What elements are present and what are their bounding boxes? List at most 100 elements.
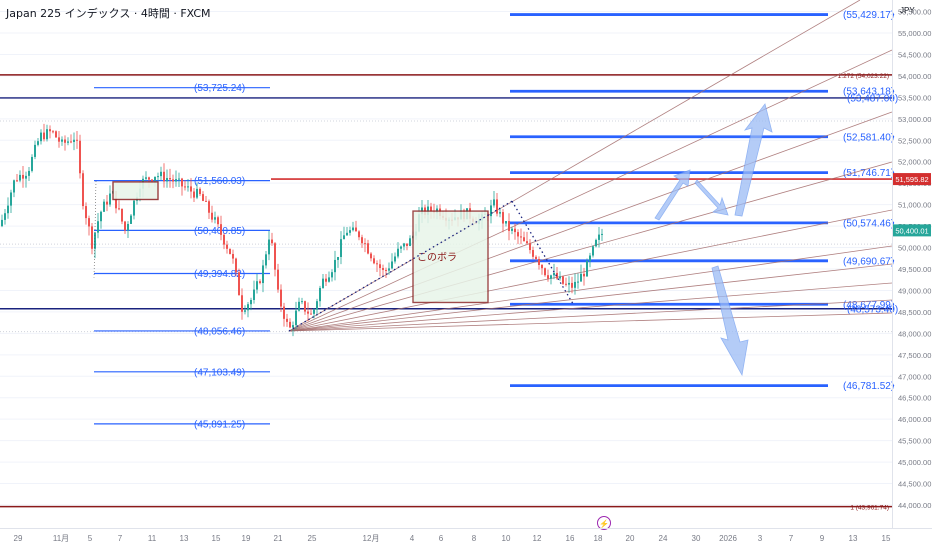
candle-body: [85, 206, 87, 219]
candle-body: [133, 200, 135, 216]
candle-body: [265, 254, 267, 266]
candle-body: [349, 230, 351, 233]
candle-body: [538, 258, 540, 265]
left-level-label: (48,056.46): [194, 326, 245, 337]
candle-body: [391, 261, 393, 269]
candle-body: [352, 227, 354, 231]
candle-body: [385, 269, 387, 271]
candle-body: [253, 289, 255, 300]
candle-body: [163, 171, 165, 182]
red-level-marker[interactable]: [893, 173, 931, 186]
candle-body: [559, 276, 561, 279]
x-tick-label: 12: [533, 534, 542, 543]
y-tick-label: 48,500.00: [898, 308, 931, 317]
candle-body: [43, 132, 45, 140]
candle-body: [382, 268, 384, 270]
candle-body: [394, 256, 396, 262]
candle-body: [577, 281, 579, 283]
fib-label: 1.272 (54,023.22): [838, 73, 889, 80]
candle-body: [331, 272, 333, 278]
candle-body: [154, 176, 156, 181]
candle-body: [571, 282, 573, 288]
y-tick-label: 50,000.00: [898, 244, 931, 253]
x-tick-label: 13: [849, 534, 858, 543]
candle-body: [328, 277, 330, 282]
candle-body: [124, 221, 126, 231]
candle-body: [64, 139, 66, 143]
candle-body: [241, 295, 243, 312]
lightning-icon[interactable]: [597, 516, 611, 530]
candle-body: [19, 174, 21, 181]
y-tick-label: 52,500.00: [898, 136, 931, 145]
candle-body: [217, 217, 219, 225]
y-tick-label: 44,500.00: [898, 480, 931, 489]
y-tick-label: 47,000.00: [898, 372, 931, 381]
candle-body: [220, 224, 222, 235]
x-tick-label: 7: [789, 534, 794, 543]
candle-body: [202, 194, 204, 201]
candle-body: [52, 131, 54, 133]
current-price-label: 50,400.01: [895, 226, 928, 235]
x-tick-label: 15: [212, 534, 221, 543]
candle-body: [532, 250, 534, 257]
candle-body: [517, 232, 519, 237]
candle-body: [346, 232, 348, 236]
candle-body: [205, 200, 207, 202]
candle-body: [370, 253, 372, 259]
right-level-label: (51,746.71): [843, 168, 894, 179]
x-tick-label: 16: [566, 534, 575, 543]
current-price-marker[interactable]: [893, 224, 931, 237]
fib-label: 1 (43,961.74): [850, 505, 889, 512]
x-tick-label: 4: [410, 534, 415, 543]
right-level-label: (52,581.40): [843, 132, 894, 143]
candle-body: [292, 325, 294, 328]
candle-body: [379, 264, 381, 269]
candle-body: [310, 313, 312, 315]
candle-body: [589, 255, 591, 262]
candle-body: [595, 239, 597, 247]
candle-body: [121, 208, 123, 222]
x-tick-label: 5: [88, 534, 93, 543]
x-tick-label: 13: [180, 534, 189, 543]
fan-line: [288, 49, 893, 332]
left-level-label: (45,891.25): [194, 419, 245, 430]
chart-title: Japan 225 インデックス · 4時間 · FXCM: [6, 7, 211, 20]
candle-body: [325, 278, 327, 282]
x-tick-label: 25: [308, 534, 317, 543]
candle-body: [313, 309, 315, 314]
candle-body: [547, 275, 549, 279]
candle-body: [520, 236, 522, 238]
candle-body: [541, 264, 543, 269]
right-level-label: (49,690.67): [843, 256, 894, 267]
candle-body: [271, 239, 273, 244]
candle-body: [187, 186, 189, 188]
candle-body: [40, 132, 42, 142]
x-tick-label: 19: [242, 534, 251, 543]
candle-body: [562, 276, 564, 284]
candle-body: [193, 191, 195, 198]
candle-body: [334, 259, 336, 273]
candle-body: [235, 258, 237, 273]
y-tick-label: 48,000.00: [898, 329, 931, 338]
candle-body: [196, 188, 198, 198]
candle-body: [244, 310, 246, 312]
candle-body: [586, 261, 588, 277]
left-level-label: (51,560.03): [194, 176, 245, 187]
candle-body: [268, 239, 270, 255]
candle-body: [61, 139, 63, 142]
candle-body: [94, 232, 96, 249]
candle-body: [109, 193, 111, 205]
candle-body: [214, 217, 216, 220]
candle-body: [70, 141, 72, 143]
candle-body: [556, 272, 558, 279]
volatility-label: このボラ: [417, 251, 457, 263]
candle-body: [211, 212, 213, 220]
right-level-label: (53,487.00): [847, 93, 898, 104]
left-level-label: (53,725.24): [194, 83, 245, 94]
candle-body: [259, 281, 261, 284]
y-tick-label: 52,000.00: [898, 158, 931, 167]
x-tick-label: 11: [148, 534, 157, 543]
candle-body: [316, 301, 318, 310]
